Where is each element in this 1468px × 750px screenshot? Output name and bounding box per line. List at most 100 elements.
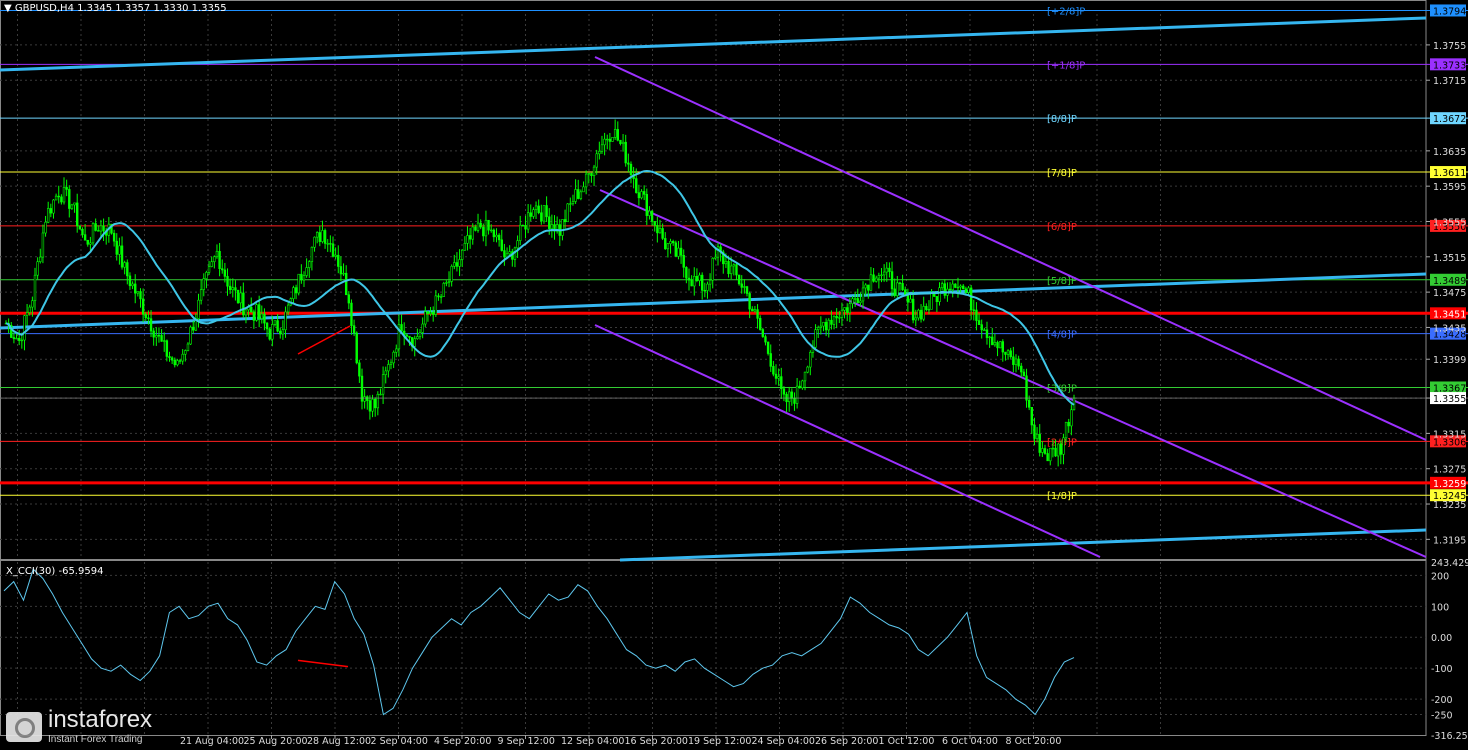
candle-body	[474, 226, 477, 231]
candle-body	[980, 324, 983, 331]
candle-body	[885, 267, 888, 273]
candle-body	[1033, 424, 1036, 439]
murrey-price-tag	[1430, 327, 1466, 340]
candle-body	[434, 295, 438, 315]
support-price-tag	[1430, 476, 1466, 489]
candle-body	[368, 400, 372, 412]
cci-tick-label: 100	[1431, 602, 1449, 613]
candle-body	[693, 275, 696, 287]
candle-body	[700, 274, 704, 291]
candle-body	[199, 289, 203, 301]
candle-body	[853, 298, 857, 300]
cci-indicator	[3, 568, 1075, 716]
candle-body	[967, 287, 970, 293]
candle-body	[70, 204, 74, 209]
candle-body	[1062, 437, 1065, 455]
murrey-price-tag	[1430, 4, 1466, 17]
candle-body	[315, 232, 319, 238]
candle-body	[1043, 448, 1047, 454]
candle-body	[851, 298, 854, 304]
candle-body	[471, 226, 474, 240]
candle-body	[917, 309, 920, 319]
candle-body	[54, 195, 58, 201]
candle-body	[553, 224, 556, 232]
candle-body	[268, 328, 271, 340]
candle-body	[73, 202, 76, 206]
candle-body	[532, 209, 535, 217]
candle-body	[83, 234, 87, 241]
candle-body	[165, 340, 169, 357]
candle-body	[355, 332, 358, 364]
candle-body	[392, 351, 395, 364]
candle-body	[579, 191, 583, 199]
candle-body	[537, 205, 540, 214]
candle-body	[495, 234, 498, 238]
candle-body	[36, 261, 39, 276]
candle-body	[1059, 443, 1063, 455]
cci-tick-label: 243.429	[1431, 558, 1468, 569]
candle-body	[252, 311, 256, 321]
candle-body	[983, 329, 986, 331]
candle-body	[930, 292, 933, 310]
candle-body	[210, 261, 213, 267]
candle-body	[1017, 358, 1020, 367]
candle-body	[698, 274, 701, 281]
candle-body	[453, 262, 456, 267]
candle-body	[780, 376, 783, 390]
murrey-label: [7/8]P	[1047, 168, 1077, 179]
murrey-math-levels: [+2/8]P [+1/8]P [8/8]P [7/8]P [6/8]P [5/8]P [4…	[0, 6, 1468, 502]
candle-body	[624, 141, 627, 164]
candle-body	[447, 281, 451, 283]
price-scale[interactable]: 1.37941.37331.36721.36111.35501.34891.34…	[0, 4, 1468, 546]
murrey-price-label: 1.3367	[1433, 383, 1466, 394]
time-label: 9 Sep 12:00	[498, 736, 555, 747]
candle-body	[352, 325, 356, 334]
candle-body	[677, 247, 680, 257]
candle-body	[769, 353, 772, 367]
murrey-price-tag	[1430, 489, 1466, 502]
candle-body	[120, 245, 124, 268]
channel-line	[594, 324, 1101, 558]
candle-body	[590, 173, 593, 176]
murrey-label: [4/8]P	[1047, 330, 1077, 341]
candle-body	[176, 360, 179, 366]
trend-line	[0, 272, 1427, 330]
time-scale[interactable]: 21 Aug 04:00 25 Aug 20:00 28 Aug 12:00 2 Se…	[180, 735, 1061, 747]
candle-body	[91, 223, 95, 244]
candle-body	[669, 241, 672, 245]
candle-body	[384, 370, 387, 376]
candle-body	[263, 313, 266, 324]
candle-body	[582, 186, 585, 193]
candle-body	[648, 210, 651, 216]
candle-body	[764, 336, 767, 343]
time-label: 26 Sep 20:00	[815, 736, 878, 747]
candle-body	[1020, 365, 1023, 373]
candle-body	[706, 283, 709, 291]
candle-body	[157, 335, 161, 337]
candle-body	[972, 309, 975, 311]
murrey-price-tag	[1430, 273, 1466, 286]
candle-body	[186, 343, 190, 351]
candle-body	[613, 129, 617, 138]
candle-body	[276, 320, 279, 332]
candle-body	[65, 187, 68, 190]
candle-body	[774, 373, 778, 379]
candle-body	[940, 283, 944, 289]
candle-body	[147, 317, 150, 319]
candle-body	[236, 289, 240, 304]
candle-body	[642, 191, 646, 195]
candle-body	[645, 194, 649, 216]
candle-body	[890, 271, 894, 290]
time-label: 6 Oct 04:00	[942, 736, 998, 747]
candle-body	[279, 330, 282, 335]
candle-body	[935, 296, 939, 302]
candle-body	[231, 287, 234, 291]
ma-line	[5, 169, 1075, 406]
candle-body	[17, 337, 21, 341]
candle-body	[363, 396, 366, 402]
candle-body	[988, 336, 991, 339]
candle-body	[827, 319, 830, 331]
candle-body	[503, 250, 506, 258]
candle-body	[479, 222, 482, 228]
